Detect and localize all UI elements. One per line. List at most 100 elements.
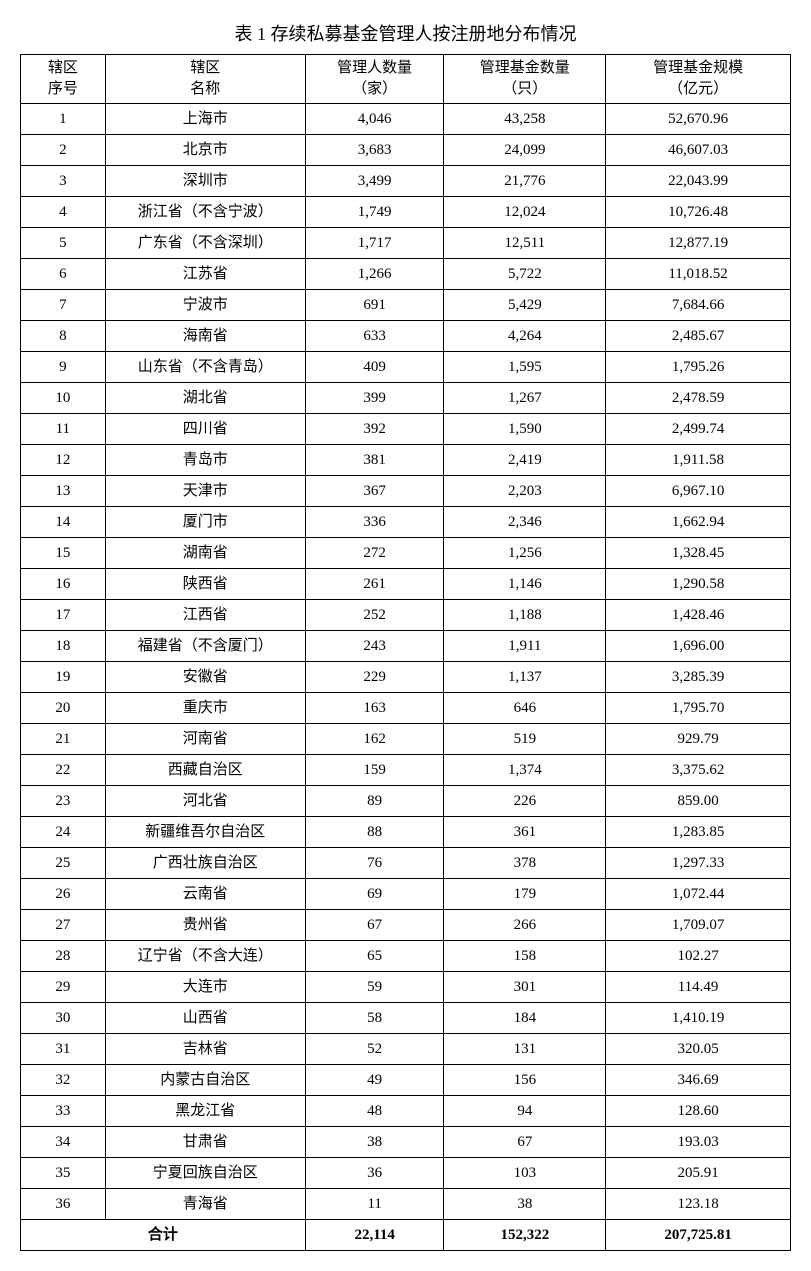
cell-funds: 24,099 <box>444 135 606 166</box>
cell-mgr: 3,499 <box>305 166 444 197</box>
cell-seq: 33 <box>21 1096 106 1127</box>
cell-mgr: 159 <box>305 755 444 786</box>
cell-mgr: 52 <box>305 1034 444 1065</box>
table-row: 10湖北省3991,2672,478.59 <box>21 383 791 414</box>
cell-name: 黑龙江省 <box>105 1096 305 1127</box>
cell-seq: 5 <box>21 228 106 259</box>
table-row: 9山东省（不含青岛）4091,5951,795.26 <box>21 352 791 383</box>
cell-mgr: 58 <box>305 1003 444 1034</box>
table-row: 20重庆市1636461,795.70 <box>21 693 791 724</box>
table-row: 34甘肃省3867193.03 <box>21 1127 791 1158</box>
cell-funds: 156 <box>444 1065 606 1096</box>
cell-name: 广西壮族自治区 <box>105 848 305 879</box>
header-aum-line1: 管理基金规模 <box>653 60 743 76</box>
cell-mgr: 1,717 <box>305 228 444 259</box>
cell-seq: 16 <box>21 569 106 600</box>
cell-name: 湖南省 <box>105 538 305 569</box>
cell-funds: 301 <box>444 972 606 1003</box>
cell-mgr: 252 <box>305 600 444 631</box>
cell-funds: 131 <box>444 1034 606 1065</box>
cell-name: 甘肃省 <box>105 1127 305 1158</box>
cell-seq: 15 <box>21 538 106 569</box>
cell-funds: 2,346 <box>444 507 606 538</box>
cell-aum: 3,285.39 <box>606 662 791 693</box>
cell-seq: 7 <box>21 290 106 321</box>
cell-seq: 23 <box>21 786 106 817</box>
cell-funds: 158 <box>444 941 606 972</box>
table-row: 5广东省（不含深圳）1,71712,51112,877.19 <box>21 228 791 259</box>
cell-funds: 1,590 <box>444 414 606 445</box>
table-row: 31吉林省52131320.05 <box>21 1034 791 1065</box>
header-seq-line2: 序号 <box>48 81 78 97</box>
cell-seq: 6 <box>21 259 106 290</box>
table-row: 24新疆维吾尔自治区883611,283.85 <box>21 817 791 848</box>
cell-seq: 22 <box>21 755 106 786</box>
table-row: 30山西省581841,410.19 <box>21 1003 791 1034</box>
cell-mgr: 162 <box>305 724 444 755</box>
cell-name: 河南省 <box>105 724 305 755</box>
cell-mgr: 11 <box>305 1189 444 1220</box>
header-seq-line1: 辖区 <box>48 60 78 76</box>
cell-funds: 1,256 <box>444 538 606 569</box>
cell-funds: 21,776 <box>444 166 606 197</box>
cell-mgr: 67 <box>305 910 444 941</box>
cell-aum: 22,043.99 <box>606 166 791 197</box>
header-name: 辖区 名称 <box>105 55 305 104</box>
table-row: 25广西壮族自治区763781,297.33 <box>21 848 791 879</box>
table-row: 14厦门市3362,3461,662.94 <box>21 507 791 538</box>
cell-seq: 32 <box>21 1065 106 1096</box>
table-row: 2北京市3,68324,09946,607.03 <box>21 135 791 166</box>
cell-funds: 2,203 <box>444 476 606 507</box>
cell-aum: 10,726.48 <box>606 197 791 228</box>
table-title: 表 1 存续私募基金管理人按注册地分布情况 <box>20 20 791 46</box>
cell-name: 陕西省 <box>105 569 305 600</box>
table-row: 21河南省162519929.79 <box>21 724 791 755</box>
cell-seq: 19 <box>21 662 106 693</box>
cell-seq: 12 <box>21 445 106 476</box>
cell-funds: 226 <box>444 786 606 817</box>
cell-mgr: 69 <box>305 879 444 910</box>
cell-name: 大连市 <box>105 972 305 1003</box>
cell-seq: 13 <box>21 476 106 507</box>
cell-name: 江苏省 <box>105 259 305 290</box>
cell-aum: 1,696.00 <box>606 631 791 662</box>
table-row: 6江苏省1,2665,72211,018.52 <box>21 259 791 290</box>
table-row: 16陕西省2611,1461,290.58 <box>21 569 791 600</box>
header-funds-line1: 管理基金数量 <box>480 60 570 76</box>
total-mgr: 22,114 <box>305 1220 444 1251</box>
table-row: 19安徽省2291,1373,285.39 <box>21 662 791 693</box>
cell-mgr: 409 <box>305 352 444 383</box>
cell-seq: 8 <box>21 321 106 352</box>
cell-seq: 3 <box>21 166 106 197</box>
cell-aum: 1,662.94 <box>606 507 791 538</box>
cell-funds: 1,137 <box>444 662 606 693</box>
cell-seq: 11 <box>21 414 106 445</box>
cell-aum: 1,795.70 <box>606 693 791 724</box>
cell-aum: 46,607.03 <box>606 135 791 166</box>
table-row: 11四川省3921,5902,499.74 <box>21 414 791 445</box>
table-container: 表 1 存续私募基金管理人按注册地分布情况 辖区 序号 辖区 名称 管理人数量 <box>20 20 791 1251</box>
cell-name: 山东省（不含青岛） <box>105 352 305 383</box>
cell-funds: 519 <box>444 724 606 755</box>
cell-seq: 18 <box>21 631 106 662</box>
cell-aum: 929.79 <box>606 724 791 755</box>
cell-funds: 361 <box>444 817 606 848</box>
cell-name: 重庆市 <box>105 693 305 724</box>
cell-name: 山西省 <box>105 1003 305 1034</box>
cell-mgr: 272 <box>305 538 444 569</box>
cell-aum: 320.05 <box>606 1034 791 1065</box>
table-row: 26云南省691791,072.44 <box>21 879 791 910</box>
cell-seq: 36 <box>21 1189 106 1220</box>
cell-aum: 1,911.58 <box>606 445 791 476</box>
cell-name: 广东省（不含深圳） <box>105 228 305 259</box>
cell-funds: 38 <box>444 1189 606 1220</box>
cell-mgr: 48 <box>305 1096 444 1127</box>
cell-name: 新疆维吾尔自治区 <box>105 817 305 848</box>
cell-mgr: 261 <box>305 569 444 600</box>
cell-aum: 114.49 <box>606 972 791 1003</box>
cell-name: 江西省 <box>105 600 305 631</box>
cell-aum: 3,375.62 <box>606 755 791 786</box>
cell-mgr: 89 <box>305 786 444 817</box>
cell-funds: 1,146 <box>444 569 606 600</box>
cell-mgr: 229 <box>305 662 444 693</box>
